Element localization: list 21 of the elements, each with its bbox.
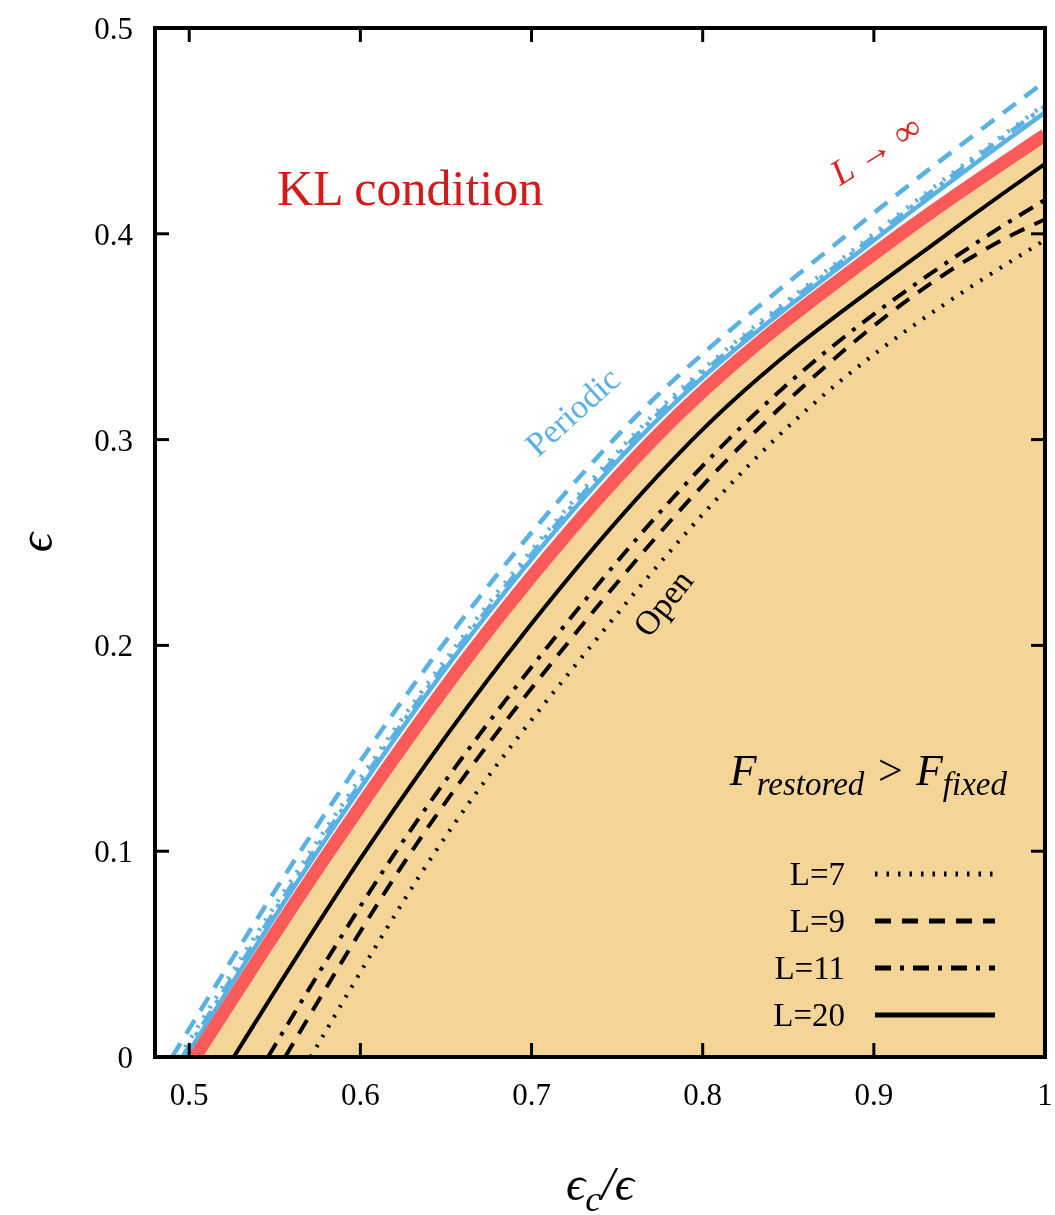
x-tick-label: 0.9	[854, 1077, 894, 1112]
y-tick-label: 0.2	[94, 628, 133, 664]
y-tick-label: 0.3	[94, 422, 133, 458]
y-tick-label: 0.5	[94, 11, 133, 46]
y-tick-label: 0.4	[94, 216, 134, 252]
annotation: KL condition	[277, 160, 544, 216]
legend-label: L=20	[773, 997, 845, 1033]
annotation: F$_{restored}$ > F$_{fixed}$	[728, 746, 1008, 802]
legend-label: L=11	[774, 950, 845, 986]
y-axis-title: ϵ	[9, 531, 62, 553]
legend-label: L=9	[789, 903, 845, 939]
annotation: L → ∞	[822, 106, 929, 194]
y-tick-label: 0.1	[94, 834, 133, 870]
x-tick-label: 0.8	[683, 1077, 723, 1112]
legend-label: L=7	[789, 856, 845, 892]
x-tick-label: 0.6	[341, 1077, 380, 1112]
y-tick-label: 0	[117, 1040, 133, 1075]
x-tick-label: 0.7	[512, 1077, 551, 1112]
x-tick-label: 1	[1037, 1077, 1053, 1112]
x-tick-label: 0.5	[169, 1077, 209, 1112]
x-axis-title: ϵ$_{c}$/ϵ	[566, 1157, 636, 1215]
